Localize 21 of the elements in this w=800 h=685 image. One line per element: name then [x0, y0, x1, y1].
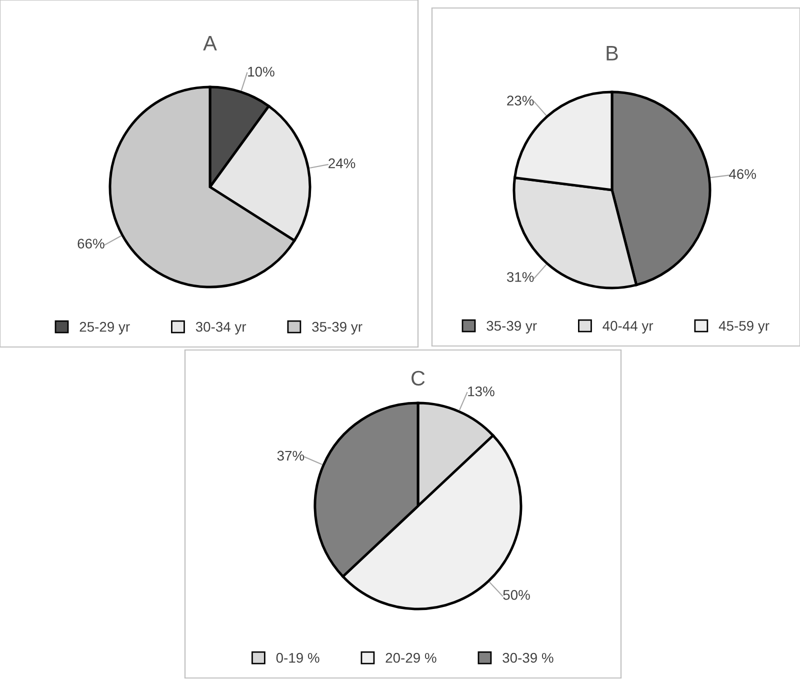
- legend-label: 0-19 %: [276, 652, 320, 663]
- legend-label: 30-39 %: [502, 652, 554, 663]
- legend-label: 35-39 yr: [312, 322, 362, 334]
- data-label: 13%: [468, 386, 494, 396]
- chart-title: C: [412, 370, 425, 386]
- data-label: 24%: [328, 158, 356, 168]
- data-label: 37%: [277, 450, 304, 461]
- legend-label: 20-29 %: [386, 652, 436, 663]
- legend-label: 25-29 yr: [80, 322, 130, 334]
- data-label: 10%: [248, 66, 274, 77]
- data-label: 46%: [728, 169, 756, 179]
- legend-label: 40-44 yr: [602, 320, 654, 334]
- legend-label: 35-39 yr: [486, 320, 537, 334]
- chart-title: B: [606, 46, 618, 60]
- legend-label: 45-59 yr: [718, 320, 770, 334]
- data-label: 66%: [78, 238, 104, 249]
- legend-label: 30-34 yr: [196, 322, 246, 334]
- data-label: 23%: [507, 96, 534, 106]
- data-label: 50%: [503, 590, 530, 600]
- data-label: 31%: [506, 272, 534, 282]
- chart-title: A: [203, 36, 217, 50]
